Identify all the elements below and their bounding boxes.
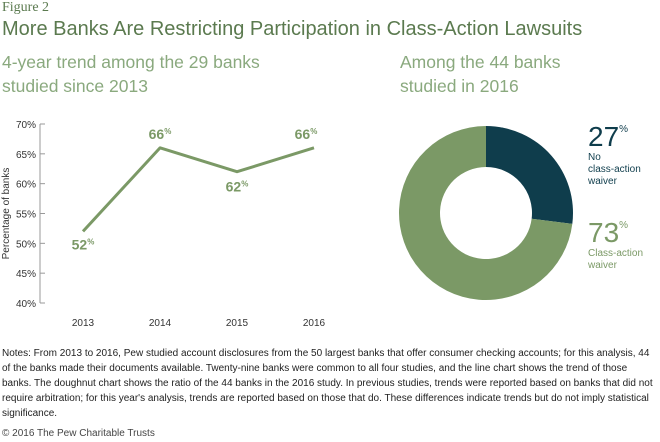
x-tick-label: 2016 — [303, 318, 326, 329]
y-tick-label: 45% — [16, 269, 36, 280]
y-tick-label: 65% — [16, 150, 36, 161]
figure-label: Figure 2 — [2, 0, 50, 15]
chart-title: More Banks Are Restricting Participation… — [2, 18, 583, 40]
x-tick-label: 2014 — [149, 318, 172, 329]
data-label: 66% — [295, 126, 318, 142]
y-tick-label: 50% — [16, 239, 36, 250]
slice-name-label: No class-action waiver — [587, 152, 641, 187]
notes: Notes: From 2013 to 2016, Pew studied ac… — [2, 348, 653, 419]
donut-chart-subtitle: Among the 44 banks studied in 2016 — [400, 52, 561, 96]
y-axis-label: Percentage of banks — [1, 168, 12, 260]
slice-value-label: 27% — [588, 121, 628, 152]
data-label: 52% — [72, 236, 95, 252]
line-chart-subtitle: 4-year trend among the 29 banks studied … — [2, 52, 260, 96]
donut-slice — [486, 126, 573, 224]
donut-chart: 27%No class-action waiver 73%Class-action wa… — [399, 121, 643, 300]
y-tick-label: 70% — [16, 120, 36, 131]
y-tick-label: 40% — [16, 299, 36, 310]
copyright: © 2016 The Pew Charitable Trusts — [2, 428, 155, 439]
y-tick-label: 60% — [16, 180, 36, 191]
data-label: 66% — [149, 126, 172, 142]
x-tick-label: 2015 — [226, 318, 249, 329]
donut-slice — [399, 126, 573, 300]
slice-value-label: 73% — [588, 217, 628, 248]
series-line — [81, 146, 315, 233]
y-tick-label: 55% — [16, 210, 36, 221]
line-chart: 40% 45% 50% 55% 60% 65% 70% Percentage of banks… — [1, 120, 326, 329]
x-tick-label: 2013 — [72, 318, 95, 329]
slice-name-label: Class-action waiver — [587, 248, 643, 271]
data-label: 62% — [226, 179, 249, 195]
